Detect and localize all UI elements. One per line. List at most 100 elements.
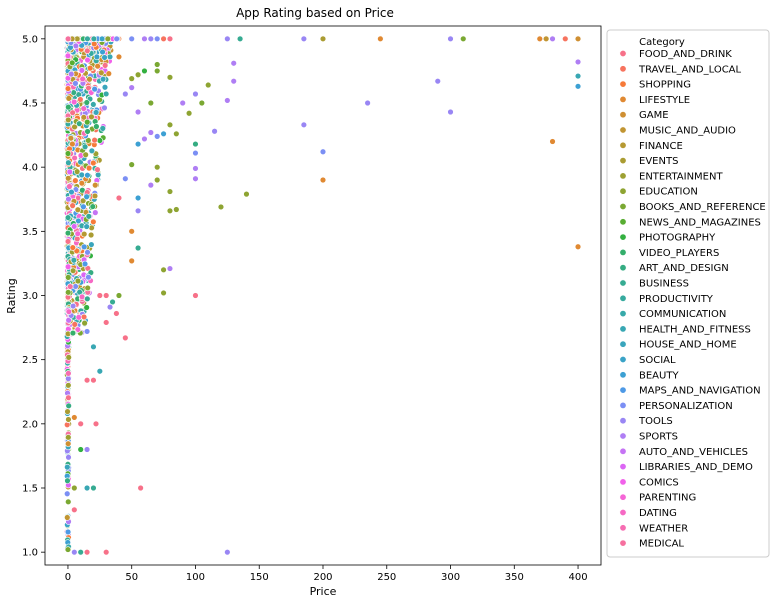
data-point	[84, 128, 91, 135]
legend-entry-label: LIFESTYLE	[639, 95, 690, 106]
data-point	[179, 99, 186, 107]
data-point	[147, 129, 155, 136]
legend-entry-label: ENTERTAINMENT	[639, 171, 723, 182]
data-point	[64, 463, 71, 471]
data-point	[69, 244, 77, 251]
legend-marker	[619, 478, 627, 486]
data-point	[205, 81, 212, 89]
data-point	[128, 228, 135, 235]
data-point	[65, 354, 72, 361]
x-tick-label: 250	[377, 572, 396, 583]
data-point	[224, 97, 231, 104]
data-point	[64, 35, 72, 43]
legend-marker	[619, 218, 627, 226]
data-point	[88, 241, 95, 248]
data-point	[192, 292, 199, 299]
legend-marker	[619, 141, 627, 149]
data-point	[78, 171, 85, 179]
data-point	[173, 130, 180, 138]
data-point	[574, 58, 582, 66]
legend-marker	[619, 65, 627, 73]
legend-marker	[619, 371, 627, 379]
data-point	[65, 274, 72, 281]
legend-entry-label: LIBRARIES_AND_DEMO	[639, 462, 753, 473]
x-axis-label: Price	[310, 585, 337, 598]
legend-marker	[619, 111, 627, 119]
data-point	[99, 125, 106, 132]
data-point	[102, 319, 110, 326]
data-point	[69, 109, 76, 116]
data-point	[447, 35, 454, 43]
data-point	[83, 223, 90, 230]
legend-marker	[619, 539, 627, 547]
data-point	[141, 35, 148, 43]
data-point	[147, 99, 155, 107]
data-point	[134, 140, 142, 148]
data-point	[160, 289, 167, 297]
data-point	[83, 99, 90, 106]
data-point	[64, 546, 72, 553]
data-point	[78, 293, 86, 301]
data-point	[224, 548, 231, 556]
data-point	[211, 128, 218, 135]
data-point	[82, 151, 89, 158]
data-point	[154, 176, 161, 184]
data-point	[99, 75, 107, 83]
x-tick-label: 50	[125, 572, 138, 583]
data-point	[154, 133, 161, 140]
y-axis: 1.0 1.5 2.0 2.5 3.0 3.5 4.0 4.5 5.0	[22, 34, 45, 559]
legend-entry-label: FOOD_AND_DRINK	[639, 49, 732, 60]
data-point	[65, 402, 72, 410]
data-point	[84, 35, 91, 43]
data-point	[549, 138, 556, 145]
data-point	[147, 35, 155, 43]
data-point	[94, 62, 101, 70]
data-point	[106, 53, 114, 60]
legend-entry-label: PRODUCTIVITY	[639, 294, 714, 305]
data-point	[71, 548, 78, 556]
data-point	[236, 35, 244, 43]
data-point	[83, 484, 91, 492]
data-point	[115, 194, 123, 202]
legend-marker	[619, 49, 627, 57]
x-axis: 0 50 100 150 200 250 300 350 400	[65, 565, 588, 583]
data-point	[94, 171, 102, 178]
legend-entry-label: EDUCATION	[639, 187, 698, 198]
legend-entry-label: HOUSE_AND_HOME	[639, 340, 737, 351]
legend-entry-label: FINANCE	[639, 141, 683, 152]
legend-marker	[619, 493, 627, 501]
data-point	[65, 498, 72, 506]
legend-marker	[619, 187, 627, 195]
data-point	[64, 52, 72, 60]
data-point	[128, 75, 135, 82]
chart-title: App Rating based on Price	[236, 6, 394, 20]
data-point	[192, 90, 199, 98]
data-point	[93, 123, 100, 130]
legend-marker	[619, 417, 627, 425]
legend: Category FOOD_AND_DRINK TRAVEL_AND_LOCAL S…	[606, 29, 770, 558]
data-point	[96, 368, 104, 375]
legend-box	[606, 29, 770, 558]
legend-marker	[619, 203, 627, 211]
data-point	[91, 136, 98, 144]
data-point	[89, 203, 97, 210]
data-point	[64, 477, 71, 484]
data-point	[90, 343, 97, 351]
data-point	[65, 116, 72, 124]
data-point	[65, 308, 73, 315]
data-point	[192, 140, 199, 148]
data-point	[81, 319, 88, 327]
data-point	[536, 35, 543, 43]
data-point	[66, 183, 73, 190]
data-point	[377, 35, 384, 43]
data-point	[80, 203, 87, 210]
data-point	[90, 218, 97, 226]
data-point	[85, 273, 92, 281]
data-point	[69, 329, 77, 337]
legend-marker	[619, 310, 627, 318]
data-point	[83, 304, 90, 311]
legend-title: Category	[639, 37, 685, 48]
data-point	[84, 56, 91, 64]
data-point	[166, 265, 174, 272]
